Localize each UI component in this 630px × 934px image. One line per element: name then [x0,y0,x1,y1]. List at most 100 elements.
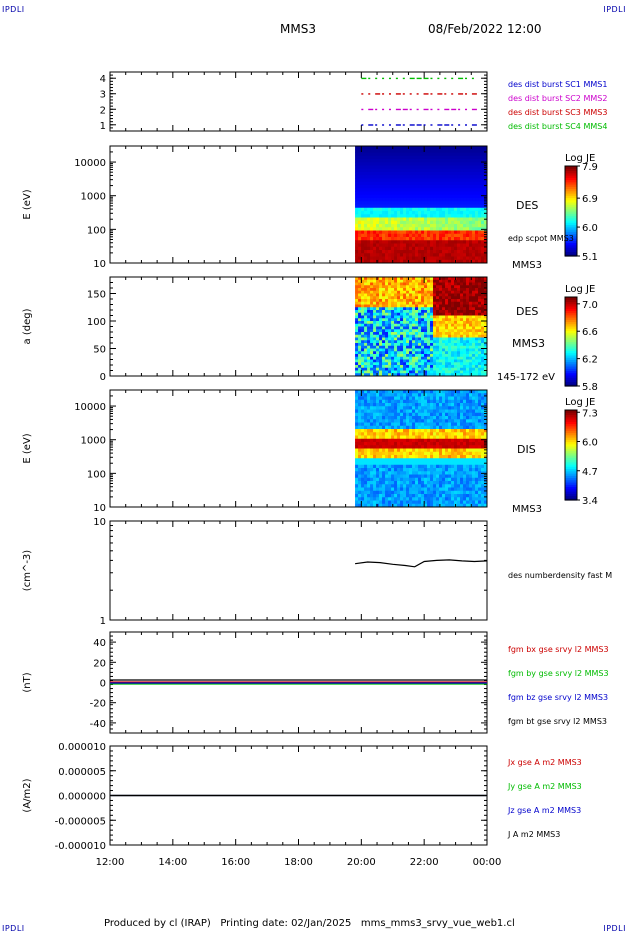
colorbar-segment [565,179,577,183]
heatmap-cell [421,178,425,183]
heatmap-cell [358,299,362,303]
heatmap-cell [433,191,437,196]
heatmap-cell [361,146,365,150]
heatmap-cell [442,214,446,218]
heatmap-cell [415,310,419,314]
heatmap-cell [451,253,455,257]
heatmap-cell [472,370,476,374]
heatmap-cell [466,288,470,292]
heatmap-cell [439,370,443,374]
heatmap-cell [445,345,449,349]
heatmap-cell [448,356,452,360]
heatmap-cell [412,312,416,316]
heatmap-cell [361,351,365,355]
heatmap-cell [382,301,386,305]
heatmap-cell [361,409,365,414]
colorbar-segment [565,226,577,230]
heatmap-cell [469,312,473,316]
heatmap-cell [370,458,374,462]
heatmap-cell [373,237,377,241]
heatmap-cell [412,448,416,453]
heatmap-cell [355,422,359,427]
heatmap-cell [394,442,398,446]
heatmap-cell [379,304,383,308]
heatmap-cell [403,207,407,212]
heatmap-cell [367,188,371,192]
heatmap-cell [385,168,389,173]
heatmap-cell [355,390,359,394]
heatmap-cell [448,168,452,173]
heatmap-cell [385,487,389,492]
heatmap-cell [400,155,404,160]
heatmap-cell [484,329,488,333]
heatmap-cell [460,471,464,475]
heatmap-cell [409,162,413,166]
heatmap-cell [439,253,443,257]
heatmap-cell [421,256,425,261]
heatmap-cell [460,326,464,330]
heatmap-cell [433,259,437,264]
heatmap-cell [412,474,416,479]
heatmap-cell [454,399,458,404]
heatmap-cell [373,367,377,371]
heatmap-cell [475,233,479,238]
heatmap-cell [382,312,386,316]
availability-mark [375,93,381,95]
heatmap-cell [430,194,434,199]
heatmap-cell [442,458,446,462]
heatmap-cell [445,185,449,189]
heatmap-cell [457,429,461,433]
heatmap-cell [415,152,419,157]
heatmap-cell [367,217,371,222]
heatmap-cell [424,312,428,316]
heatmap-cell [403,356,407,360]
heatmap-cell [406,194,410,199]
heatmap-cell [442,406,446,410]
heatmap-cell [397,412,401,417]
heatmap-cell [466,285,470,289]
heatmap-cell [418,471,422,475]
heatmap-cell [469,356,473,360]
heatmap-cell [463,422,467,427]
colorbar-segment [565,220,577,223]
heatmap-cell [439,288,443,292]
heatmap-cell [430,367,434,371]
heatmap-cell [400,220,404,225]
availability-mark [451,108,457,111]
heatmap-cell [427,365,431,369]
heatmap-cell [367,201,371,205]
heatmap-cell [451,390,455,394]
heatmap-cell [406,217,410,222]
heatmap-cell [427,422,431,427]
heatmap-cell [391,461,395,466]
heatmap-cell [439,367,443,371]
heatmap-cell [463,448,467,453]
heatmap-cell [415,243,419,248]
heatmap-cell [379,464,383,469]
heatmap-cell [370,152,374,157]
heatmap-cell [358,451,362,456]
heatmap-cell [457,288,461,292]
heatmap-cell [370,201,374,205]
heatmap-cell [406,162,410,166]
heatmap-cell [403,351,407,355]
heatmap-cell [421,172,425,176]
heatmap-cell [451,315,455,319]
heatmap-cell [391,406,395,410]
heatmap-cell [481,211,485,215]
heatmap-cell [373,354,377,358]
heatmap-cell [481,334,485,338]
heatmap-cell [439,227,443,231]
heatmap-cell [409,373,413,377]
heatmap-cell [370,246,374,251]
heatmap-cell [463,299,467,303]
heatmap-cell [367,312,371,316]
heatmap-cell [373,334,377,338]
heatmap-cell [406,198,410,202]
heatmap-cell [424,204,428,209]
heatmap-cell [418,337,422,341]
heatmap-cell [469,230,473,235]
heatmap-cell [385,362,389,366]
heatmap-cell [364,373,368,377]
heatmap-cell [385,172,389,176]
